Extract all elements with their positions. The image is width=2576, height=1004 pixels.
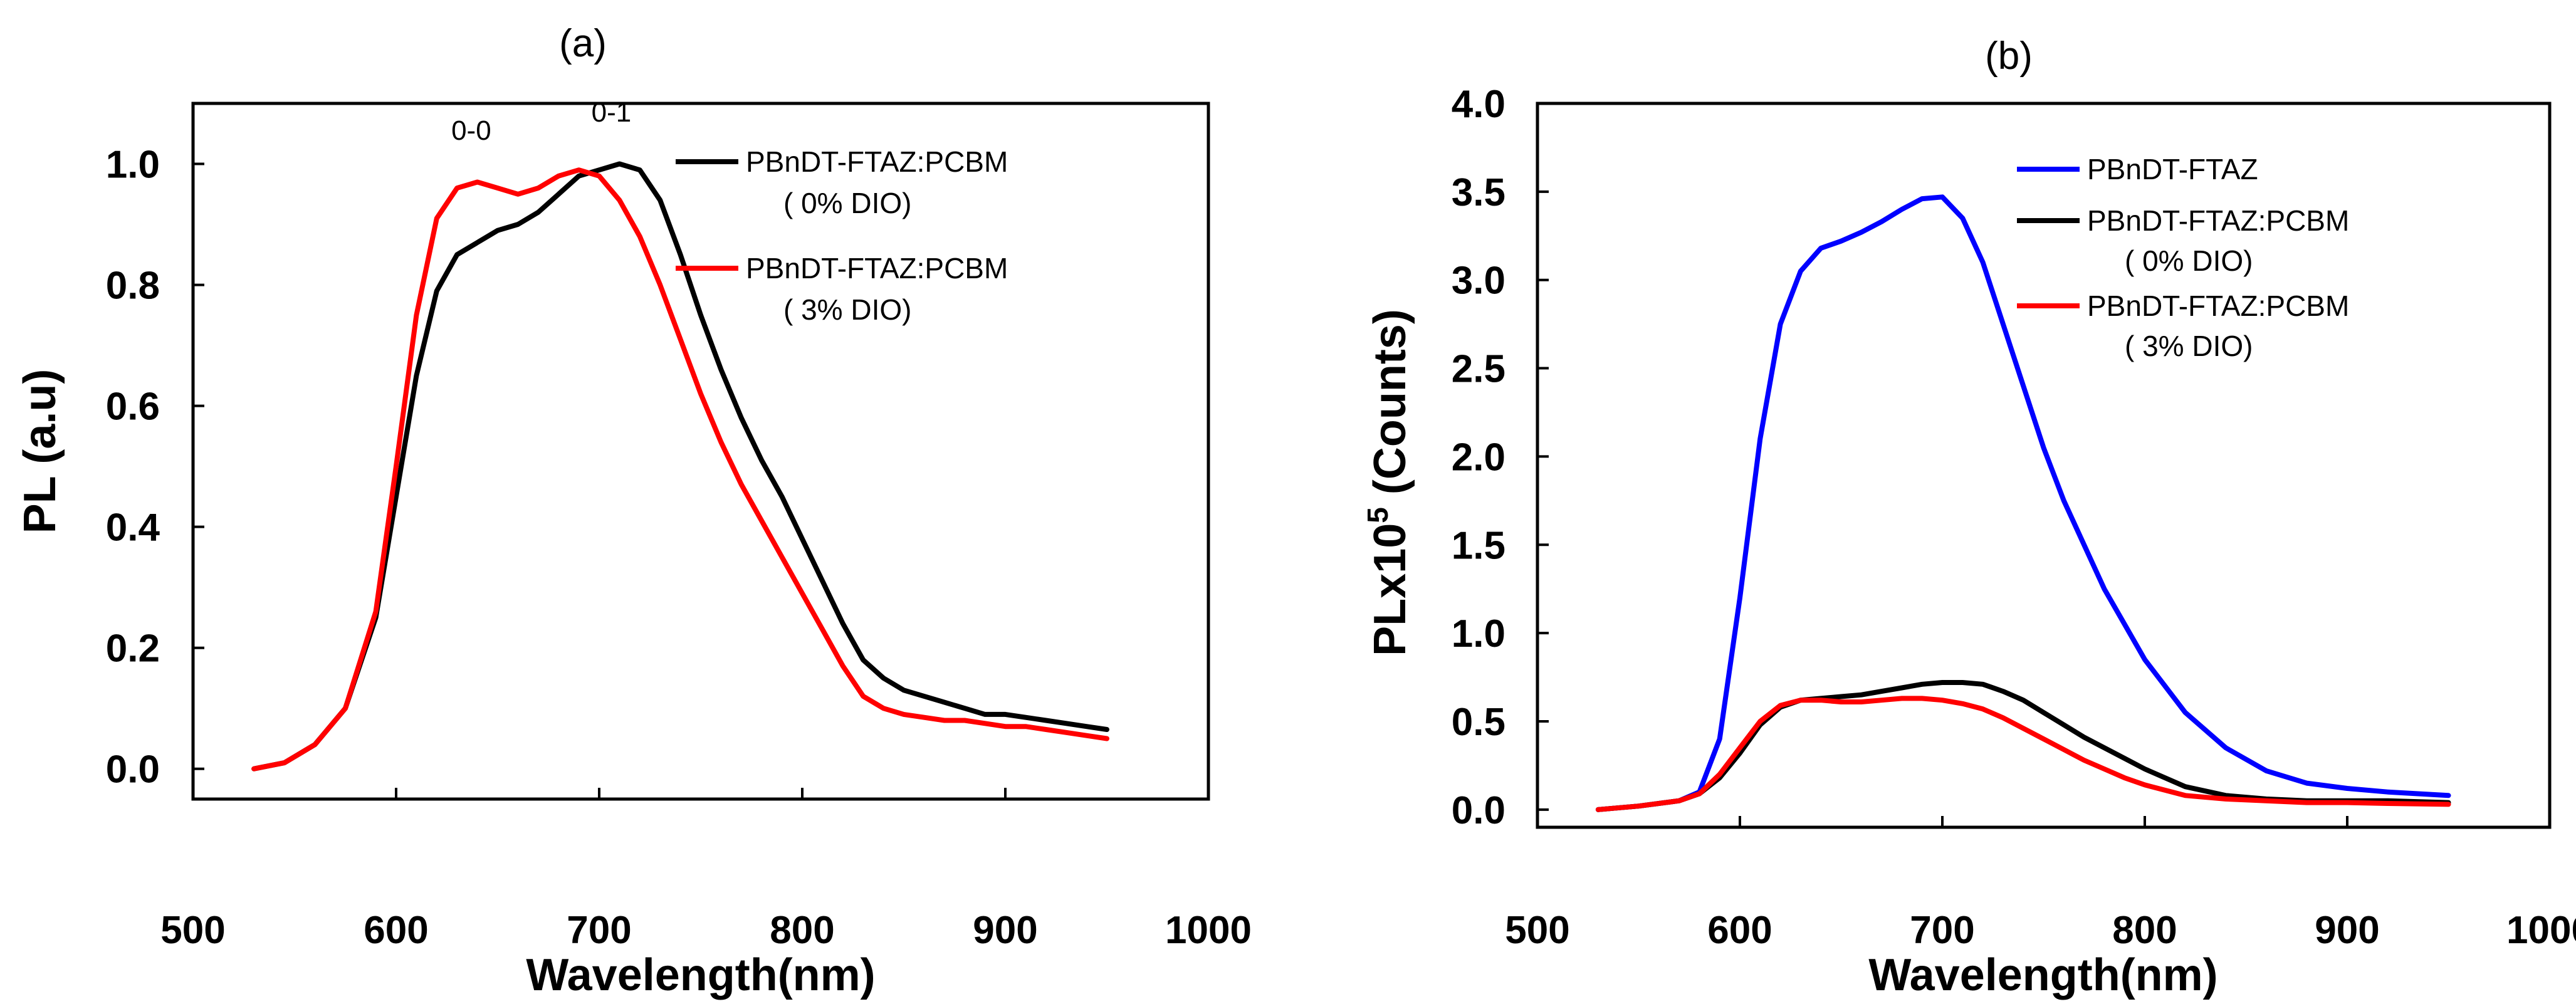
- legend-label-b-2: PBnDT-FTAZ:PCBM: [2087, 290, 2349, 322]
- series-line-a-0: [251, 161, 1109, 771]
- series-line-b-0: [1595, 194, 2451, 812]
- panel-b-axes-frame: [1536, 102, 2552, 829]
- y-tick-label-b-0: 0.0: [1452, 789, 1505, 832]
- x-tick-label-b-0: 500: [1505, 909, 1569, 952]
- y-tick-label-b-4: 2.0: [1452, 436, 1505, 479]
- x-tick-label-a-4: 900: [973, 909, 1037, 952]
- panel-b-plot-area: 500 600 700 800 900 1000 0.0 0.5 1.0 1.5 2.0 2.5 3.…: [1452, 83, 2576, 952]
- y-tick-label-b-6: 3.0: [1452, 259, 1505, 303]
- panel-b-y-axis-title-main: PLx10: [1365, 523, 1415, 656]
- y-tick-label-a-2: 0.4: [106, 506, 160, 550]
- x-tick-label-b-3: 800: [2112, 909, 2177, 952]
- y-tick-label-a-3: 0.6: [106, 385, 160, 429]
- panel-a-x-ticks: 500 600 700 800 900 1000: [160, 788, 1252, 952]
- y-tick-label-a-1: 0.2: [106, 627, 160, 671]
- legend-label-b-2-line2: ( 3% DIO): [2125, 330, 2253, 362]
- panel-b-y-axis-title-superscript: 5: [1361, 507, 1394, 523]
- panel-a: (a) 500 600 700 800 900 1000 0.0 0.2 0.4 0.6 0.8 1…: [15, 22, 1252, 1000]
- y-tick-label-b-1: 0.5: [1452, 701, 1505, 744]
- panel-b-x-axis-title: Wavelength(nm): [1868, 950, 2217, 1000]
- panel-a-series-group: [251, 161, 1109, 771]
- series-line-b-2: [1595, 696, 2451, 812]
- panel-a-y-axis-title: PL (a.u): [15, 369, 65, 534]
- y-tick-label-b-2: 1.0: [1452, 612, 1505, 656]
- panel-a-title: (a): [559, 22, 607, 65]
- panel-a-y-ticks: 0.0 0.2 0.4 0.6 0.8 1.0: [106, 144, 204, 792]
- legend-label-b-0: PBnDT-FTAZ: [2087, 153, 2258, 186]
- x-tick-label-b-1: 600: [1707, 909, 1772, 952]
- y-tick-label-b-5: 2.5: [1452, 348, 1505, 391]
- panel-b: (b) 500 600 700 800 900 1000 0.0 0.5 1.0 1.5 2.0 2…: [1361, 34, 2576, 1000]
- panel-b-x-ticks: 500 600 700 800 900 1000: [1505, 816, 2576, 952]
- x-tick-label-a-0: 500: [160, 909, 225, 952]
- series-line-b-1: [1595, 680, 2451, 812]
- panel-a-annotation-0-0: 0-0: [451, 115, 491, 146]
- y-tick-label-b-7: 3.5: [1452, 171, 1505, 214]
- panel-b-y-axis-title: PLx105 (Counts): [1361, 309, 1415, 656]
- panel-a-x-axis-title: Wavelength(nm): [526, 950, 875, 1000]
- panel-b-legend: PBnDT-FTAZ PBnDT-FTAZ:PCBM ( 0% DIO) PBn…: [2017, 153, 2349, 362]
- legend-label-a-1: PBnDT-FTAZ:PCBM: [746, 252, 1008, 285]
- x-tick-label-b-2: 700: [1910, 909, 1974, 952]
- panel-b-y-ticks: 0.0 0.5 1.0 1.5 2.0 2.5 3.0 3.5 4.0: [1452, 83, 1549, 832]
- panel-b-title: (b): [1985, 34, 2033, 78]
- legend-label-a-0-line2: ( 0% DIO): [783, 187, 911, 219]
- legend-label-a-0: PBnDT-FTAZ:PCBM: [746, 145, 1008, 178]
- y-tick-label-b-3: 1.5: [1452, 524, 1505, 567]
- panel-a-legend: PBnDT-FTAZ:PCBM ( 0% DIO) PBnDT-FTAZ:PCB…: [676, 145, 1008, 326]
- legend-label-b-1-line2: ( 0% DIO): [2125, 244, 2253, 277]
- panel-a-axes-frame: [191, 102, 1210, 801]
- x-tick-label-a-5: 1000: [1165, 909, 1252, 952]
- legend-label-b-1: PBnDT-FTAZ:PCBM: [2087, 204, 2349, 237]
- y-tick-label-b-8: 4.0: [1452, 83, 1505, 126]
- series-line-a-1: [251, 167, 1109, 771]
- panel-a-plot-area: 500 600 700 800 900 1000 0.0 0.2 0.4 0.6 0.8 1.0 0…: [106, 97, 1252, 952]
- y-tick-label-a-0: 0.0: [106, 748, 160, 792]
- x-tick-label-a-1: 600: [364, 909, 428, 952]
- y-tick-label-a-4: 0.8: [106, 264, 160, 308]
- panel-b-series-group: [1595, 194, 2451, 812]
- x-tick-label-a-3: 800: [770, 909, 834, 952]
- panel-a-annotation-0-1: 0-1: [592, 97, 632, 128]
- panel-b-y-axis-title-suffix: (Counts): [1365, 309, 1415, 507]
- x-tick-label-b-4: 900: [2315, 909, 2379, 952]
- x-tick-label-b-5: 1000: [2506, 909, 2576, 952]
- legend-label-a-1-line2: ( 3% DIO): [783, 293, 911, 326]
- y-tick-label-a-5: 1.0: [106, 144, 160, 187]
- x-tick-label-a-2: 700: [567, 909, 631, 952]
